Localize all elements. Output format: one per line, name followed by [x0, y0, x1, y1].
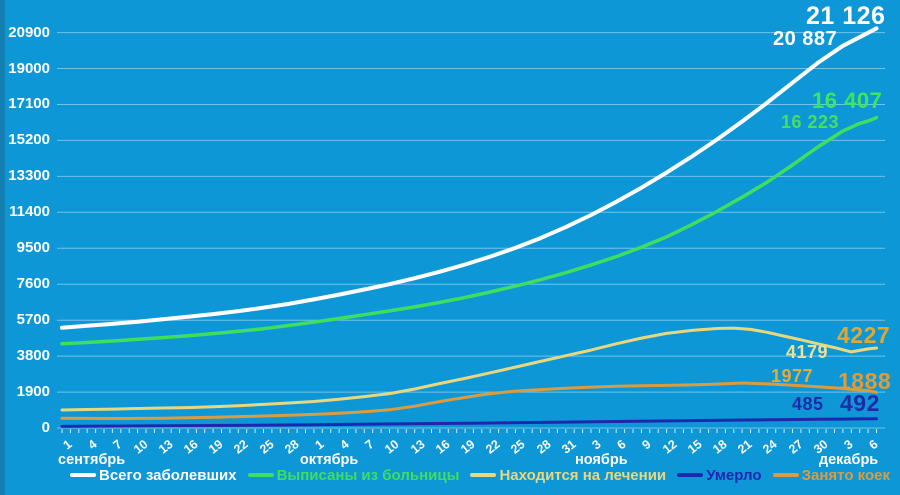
legend-label: Занято коек — [801, 466, 890, 484]
series-line-discharged — [60, 115, 879, 346]
value-label-treatment-final: 4227 — [837, 322, 891, 348]
value-label-died-final: 492 — [840, 390, 880, 416]
value-label-discharged-prev: 16 223 — [781, 112, 840, 132]
series-line-died — [60, 417, 878, 428]
y-axis-label: 15200 — [8, 131, 50, 149]
value-label-discharged-final: 16 407 — [812, 88, 883, 113]
y-axis-label: 17100 — [8, 95, 50, 113]
left-edge-strip — [0, 0, 5, 495]
y-axis-label: 11400 — [9, 203, 50, 221]
legend-dash-icon — [677, 473, 704, 477]
value-label-total-prev: 20 887 — [773, 28, 838, 50]
series-line-beds — [60, 381, 878, 420]
legend-dash-icon — [247, 473, 274, 477]
y-axis-label: 0 — [41, 419, 50, 436]
legend-item-beds: Занято коек — [772, 466, 890, 484]
y-axis-label: 3800 — [16, 347, 50, 365]
legend-item-treatment: Находится на лечении — [470, 467, 666, 484]
legend-dash-icon — [772, 473, 799, 477]
series-line-total — [60, 26, 879, 330]
y-axis-label: 13300 — [8, 167, 50, 185]
chart-legend: Всего заболевших Выписаны из больницы Нахо… — [70, 464, 890, 486]
legend-label: Выписаны из больницы — [276, 466, 460, 484]
y-axis-label: 9500 — [16, 239, 50, 257]
legend-label: Всего заболевших — [99, 466, 237, 484]
y-axis-label: 7600 — [16, 275, 50, 293]
legend-dash-icon — [70, 473, 96, 477]
value-label-beds-final: 1888 — [838, 368, 892, 394]
value-label-died-prev: 485 — [792, 394, 824, 414]
series-line-treatment — [60, 326, 878, 412]
y-axis-label: 1900 — [16, 383, 50, 401]
y-axis-label: 5700 — [16, 311, 50, 329]
legend-item-discharged: Выписаны из больницы — [247, 466, 460, 484]
month-label: декабрь — [818, 452, 879, 468]
legend-label: Находится на лечении — [499, 466, 667, 484]
value-label-beds-prev: 1977 — [771, 366, 814, 386]
y-axis-label: 20900 — [8, 23, 50, 41]
month-label: октябрь — [299, 452, 359, 468]
month-label: сентябрь — [58, 452, 126, 468]
value-label-total-final: 21 126 — [806, 2, 886, 30]
month-label: ноябрь — [575, 452, 628, 468]
y-axis-label: 19000 — [8, 59, 50, 77]
legend-label: Умерло — [706, 466, 762, 484]
value-label-treatment-prev: 4179 — [786, 342, 829, 362]
legend-dash-icon — [470, 473, 497, 477]
legend-item-died: Умерло — [677, 466, 762, 484]
legend-item-total: Всего заболевших — [70, 467, 237, 484]
